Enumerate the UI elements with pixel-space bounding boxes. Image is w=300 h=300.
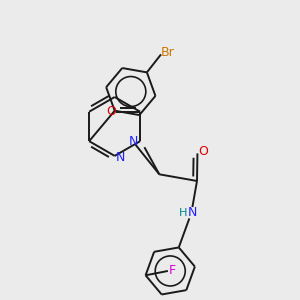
Text: H: H <box>179 208 188 218</box>
Text: N: N <box>187 206 197 219</box>
Text: N: N <box>115 151 125 164</box>
Text: Br: Br <box>160 46 174 59</box>
Text: O: O <box>106 105 116 118</box>
Text: F: F <box>169 265 176 278</box>
Text: N: N <box>129 135 138 148</box>
Text: O: O <box>198 146 208 158</box>
